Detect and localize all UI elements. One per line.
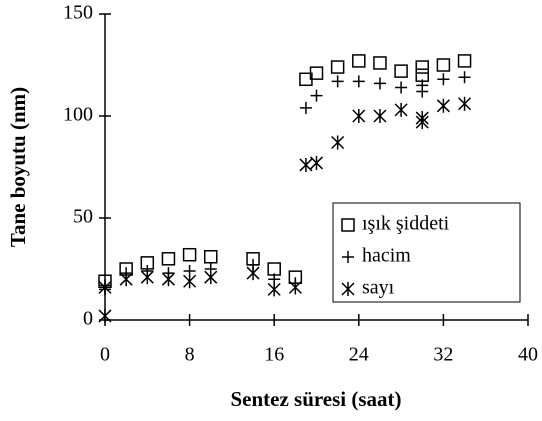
point [161, 252, 176, 266]
point [373, 109, 387, 123]
x-tick-label: 8 [185, 344, 195, 366]
point [288, 280, 302, 295]
x-tick-label: 24 [349, 344, 369, 366]
point [299, 101, 312, 114]
point [183, 274, 197, 289]
point [299, 157, 313, 172]
point [458, 96, 472, 111]
legend-label: sayı [362, 277, 395, 299]
legend-marker [341, 218, 355, 232]
point [331, 75, 344, 88]
point [98, 280, 112, 295]
legend-box [332, 202, 521, 303]
point [436, 98, 450, 113]
legend-marker [342, 251, 354, 263]
point [309, 66, 324, 80]
point [309, 155, 324, 170]
y-axis-title: Tane boyutu (nm) [6, 87, 30, 247]
y-tick-label: 50 [73, 206, 93, 228]
point [246, 266, 260, 281]
x-tick-label: 0 [100, 344, 110, 366]
point [119, 272, 133, 287]
legend-label: hacim [362, 245, 411, 267]
point [416, 85, 429, 98]
point [182, 247, 197, 262]
point [330, 60, 345, 74]
point [415, 68, 429, 82]
x-axis-title: Sentez süresi (saat) [230, 387, 401, 411]
point [161, 272, 175, 287]
point [437, 73, 450, 86]
point [373, 56, 387, 70]
y-tick-label: 100 [63, 104, 93, 126]
point [457, 54, 472, 68]
point [204, 270, 218, 285]
point [98, 308, 112, 323]
point [395, 81, 408, 94]
x-tick-label: 32 [433, 344, 453, 366]
legend-label: ışık şiddeti [362, 213, 450, 235]
y-tick-label: 150 [63, 2, 93, 24]
point [394, 64, 408, 78]
point [310, 89, 323, 102]
point [331, 135, 345, 150]
x-tick-label: 16 [264, 344, 284, 366]
point [394, 102, 408, 117]
point [415, 111, 429, 126]
point [352, 75, 365, 88]
point [352, 109, 366, 123]
point [458, 71, 471, 84]
point [373, 77, 386, 90]
point [140, 270, 154, 285]
point [436, 58, 451, 72]
y-tick-label: 0 [83, 308, 93, 330]
point [267, 282, 281, 297]
legend-marker [341, 282, 355, 296]
point [352, 54, 366, 68]
point [204, 250, 218, 264]
x-tick-label: 40 [518, 344, 538, 366]
point [415, 60, 429, 74]
